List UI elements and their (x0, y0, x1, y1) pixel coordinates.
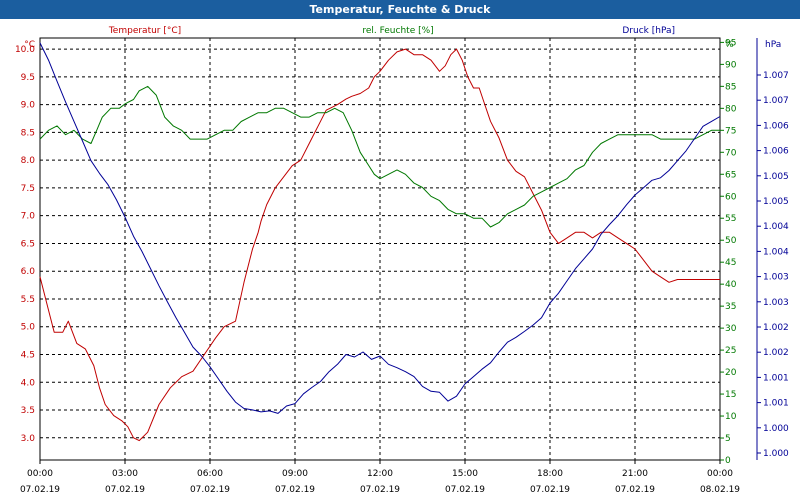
humidity-tick-label: 55 (725, 214, 736, 224)
date-tick-label: 07.02.19 (190, 485, 230, 495)
pressure-tick-label: 1.000 (763, 449, 789, 459)
temperature-tick-label: 3.0 (21, 434, 36, 444)
date-tick-label: 07.02.19 (530, 485, 570, 495)
date-tick-label: 07.02.19 (20, 485, 60, 495)
legend-entry: Druck [hPa] (622, 26, 675, 36)
humidity-tick-label: 35 (725, 302, 736, 312)
humidity-tick-label: 80 (725, 104, 737, 114)
date-tick-label: 07.02.19 (275, 485, 315, 495)
temperature-tick-label: 8.0 (21, 156, 36, 166)
series-line-left (39, 48, 720, 442)
time-tick-label: 00:00 (707, 469, 733, 479)
humidity-tick-label: 20 (725, 368, 737, 378)
humidity-tick-label: 70 (725, 148, 737, 158)
grid (40, 38, 720, 460)
pressure-tick-label: 1.004 (763, 247, 789, 257)
pressure-tick-label: 1.005 (763, 172, 789, 182)
pressure-tick-label: 1.006 (763, 121, 789, 131)
time-tick-label: 15:00 (452, 469, 478, 479)
temperature-tick-label: 10.0 (15, 45, 35, 55)
pressure-tick-label: 1.004 (763, 222, 789, 232)
temperature-tick-label: 6.5 (21, 239, 35, 249)
humidity-tick-label: 95 (725, 38, 736, 48)
temperature-tick-label: 7.5 (21, 184, 35, 194)
temperature-tick-label: 3.5 (21, 406, 35, 416)
temperature-unit-label: °C (24, 40, 35, 50)
humidity-tick-label: 10 (725, 412, 737, 422)
time-tick-label: 00:00 (27, 469, 53, 479)
time-tick-label: 09:00 (282, 469, 308, 479)
temperature-tick-label: 9.5 (21, 73, 35, 83)
humidity-tick-label: 85 (725, 82, 736, 92)
pressure-tick-label: 1.006 (763, 147, 789, 157)
humidity-tick-label: 0 (725, 456, 731, 466)
temperature-tick-label: 7.0 (21, 212, 36, 222)
pressure-tick-label: 1.000 (763, 424, 789, 434)
pressure-tick-label: 1.007 (763, 71, 789, 81)
temperature-axis: °C10.0 9.5 9.0 8.5 8.0 7.5 7.0 6.5 6.0 5.5 5.0 4.5 4… (15, 40, 35, 444)
temperature-tick-label: 5.0 (21, 323, 36, 333)
series-line-pressure (39, 42, 721, 414)
series-line-humidity (39, 85, 720, 228)
series-layer (39, 42, 721, 442)
humidity-tick-label: 40 (725, 280, 737, 290)
pressure-axis: hPa 1.007 1.007 1.006 1.006 1.005 1.005 1.004 1.… (756, 38, 789, 460)
time-tick-label: 21:00 (622, 469, 648, 479)
time-tick-label: 18:00 (537, 469, 563, 479)
date-tick-label: 07.02.19 (360, 485, 400, 495)
chart-title-bar: Temperatur, Feuchte & Druck (0, 0, 800, 19)
time-tick-label: 12:00 (367, 469, 393, 479)
humidity-tick-label: 75 (725, 126, 736, 136)
date-tick-label: 07.02.19 (445, 485, 485, 495)
pressure-tick-label: 1.001 (763, 399, 789, 409)
pressure-unit-label: hPa (765, 40, 781, 50)
pressure-tick-label: 1.005 (763, 197, 789, 207)
humidity-tick-label: 45 (725, 258, 736, 268)
legend: Temperatur [°C] rel. Feuchte [%] Druck [hP… (108, 26, 675, 36)
date-tick-label: 07.02.19 (615, 485, 655, 495)
humidity-unit-label: % (725, 40, 734, 50)
legend-entry: Temperatur [°C] (108, 26, 181, 36)
legend-entry: rel. Feuchte [%] (362, 26, 433, 36)
pressure-tick-label: 1.002 (763, 323, 789, 333)
temperature-tick-label: 6.0 (21, 267, 36, 277)
time-axis: 00:00 07.02.19 03:00 07.02.19 06:00 07.02.19 0… (20, 460, 740, 495)
date-tick-label: 08.02.19 (700, 485, 740, 495)
humidity-tick-label: 25 (725, 346, 736, 356)
temperature-tick-label: 9.0 (21, 101, 36, 111)
time-tick-label: 03:00 (112, 469, 138, 479)
pressure-tick-label: 1.003 (763, 273, 789, 283)
temperature-tick-label: 4.0 (21, 378, 36, 388)
humidity-tick-label: 50 (725, 236, 737, 246)
pressure-tick-label: 1.007 (763, 96, 789, 106)
temperature-tick-label: 8.5 (21, 128, 35, 138)
pressure-tick-label: 1.001 (763, 373, 789, 383)
humidity-tick-label: 60 (725, 192, 737, 202)
time-tick-label: 06:00 (197, 469, 223, 479)
humidity-tick-label: 65 (725, 170, 736, 180)
temperature-tick-label: 4.5 (21, 351, 35, 361)
pressure-tick-label: 1.002 (763, 348, 789, 358)
humidity-tick-label: 90 (725, 60, 737, 70)
date-tick-label: 07.02.19 (105, 485, 145, 495)
pressure-tick-label: 1.003 (763, 298, 789, 308)
humidity-tick-label: 5 (725, 434, 731, 444)
humidity-tick-label: 15 (725, 390, 736, 400)
temperature-tick-label: 5.5 (21, 295, 35, 305)
humidity-tick-label: 30 (725, 324, 737, 334)
